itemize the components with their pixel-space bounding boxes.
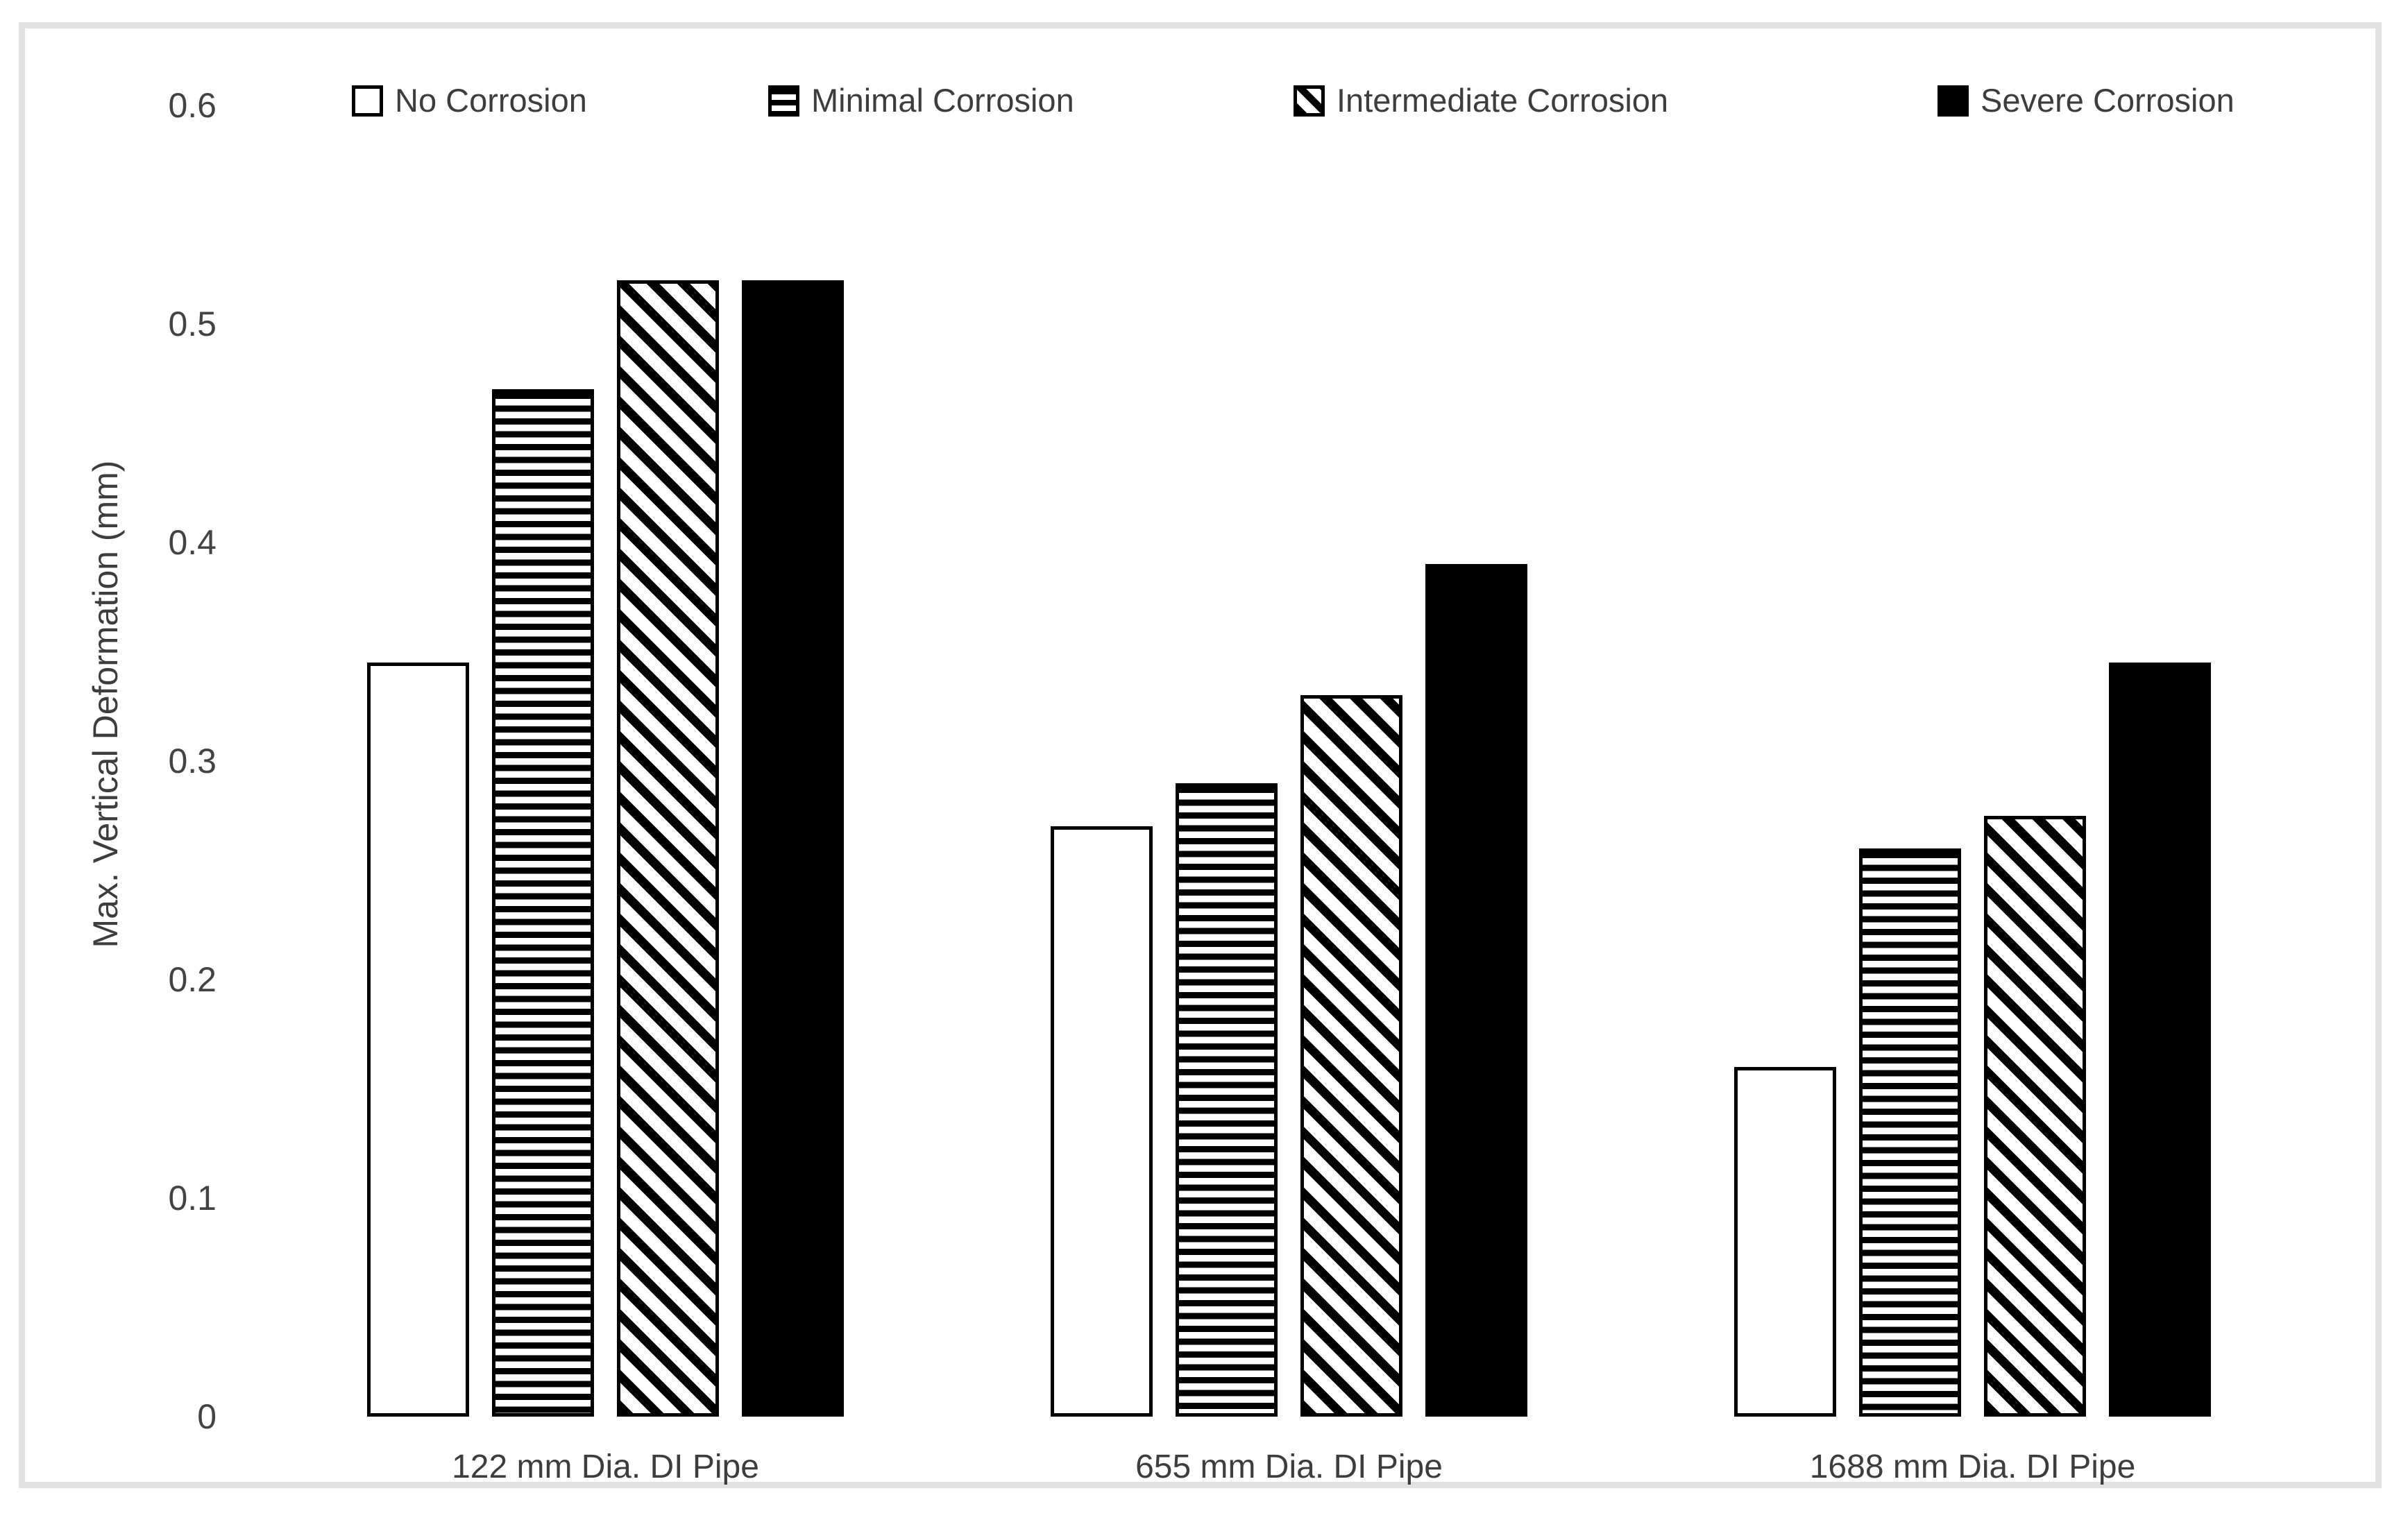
legend-swatch-white-icon bbox=[352, 85, 383, 117]
legend-label: Severe Corrosion bbox=[1981, 82, 2235, 119]
bar-group-655-mm-dia-di-pipe bbox=[1051, 0, 1527, 1417]
legend-item-minimal-corrosion: Minimal Corrosion bbox=[768, 84, 1074, 117]
y-axis-title: Max. Vertical Deformation (mm) bbox=[86, 460, 125, 948]
legend-swatch-horizontal-stripes-icon bbox=[768, 85, 799, 117]
y-tick-label-0.1: 0.1 bbox=[168, 1179, 217, 1218]
y-tick-label-0.3: 0.3 bbox=[168, 742, 217, 780]
bar-group-1688-mm-dia-di-pipe bbox=[1734, 0, 2211, 1417]
bar-group-122-mm-dia-di-pipe bbox=[367, 0, 844, 1417]
legend-label: Minimal Corrosion bbox=[811, 82, 1074, 119]
legend-item-intermediate-corrosion: Intermediate Corrosion bbox=[1294, 84, 1668, 117]
bar-no-corrosion-655-mm-dia-di-pipe bbox=[1051, 826, 1153, 1417]
legend-swatch-downward-diagonal-stripes-icon bbox=[1294, 85, 1325, 117]
bar-no-corrosion-1688-mm-dia-di-pipe bbox=[1734, 1067, 1836, 1417]
y-tick-label-0.5: 0.5 bbox=[168, 305, 217, 343]
bar-intermediate-corrosion-122-mm-dia-di-pipe bbox=[617, 280, 719, 1417]
legend-item-severe-corrosion: Severe Corrosion bbox=[1938, 84, 2235, 117]
bar-severe-corrosion-122-mm-dia-di-pipe bbox=[742, 280, 844, 1417]
bar-no-corrosion-122-mm-dia-di-pipe bbox=[367, 663, 469, 1417]
bar-severe-corrosion-1688-mm-dia-di-pipe bbox=[2109, 663, 2211, 1417]
y-tick-label-0.6: 0.6 bbox=[168, 86, 217, 125]
bar-minimal-corrosion-1688-mm-dia-di-pipe bbox=[1859, 848, 1961, 1417]
legend-item-no-corrosion: No Corrosion bbox=[352, 84, 587, 117]
legend-label: Intermediate Corrosion bbox=[1337, 82, 1669, 119]
bar-minimal-corrosion-122-mm-dia-di-pipe bbox=[492, 389, 594, 1417]
bar-intermediate-corrosion-655-mm-dia-di-pipe bbox=[1300, 695, 1402, 1417]
legend-label: No Corrosion bbox=[395, 82, 587, 119]
bar-minimal-corrosion-655-mm-dia-di-pipe bbox=[1176, 783, 1278, 1417]
x-category-label-655-mm-dia-di-pipe: 655 mm Dia. DI Pipe bbox=[1135, 1449, 1443, 1485]
bar-severe-corrosion-655-mm-dia-di-pipe bbox=[1425, 564, 1527, 1417]
legend-swatch-solid-black-icon bbox=[1938, 85, 1969, 117]
x-category-label-1688-mm-dia-di-pipe: 1688 mm Dia. DI Pipe bbox=[1809, 1449, 2136, 1485]
y-tick-label-0: 0 bbox=[197, 1397, 217, 1436]
y-tick-label-0.2: 0.2 bbox=[168, 960, 217, 999]
bar-intermediate-corrosion-1688-mm-dia-di-pipe bbox=[1984, 816, 2086, 1417]
y-tick-label-0.4: 0.4 bbox=[168, 523, 217, 562]
x-category-label-122-mm-dia-di-pipe: 122 mm Dia. DI Pipe bbox=[452, 1449, 759, 1485]
